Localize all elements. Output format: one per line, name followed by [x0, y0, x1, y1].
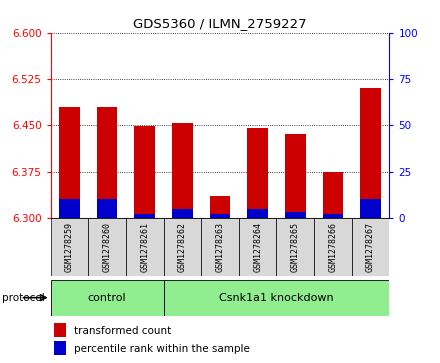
Text: GSM1278262: GSM1278262 [178, 222, 187, 272]
Text: GSM1278267: GSM1278267 [366, 222, 375, 272]
Bar [247, 128, 268, 218]
Bar [126, 218, 164, 276]
Text: transformed count: transformed count [74, 326, 172, 336]
Bar [54, 323, 66, 338]
Bar [172, 123, 193, 218]
Text: GSM1278265: GSM1278265 [291, 222, 300, 272]
Text: Csnk1a1 knockdown: Csnk1a1 knockdown [219, 293, 334, 303]
Bar [134, 126, 155, 218]
Title: GDS5360 / ILMN_2759227: GDS5360 / ILMN_2759227 [133, 17, 307, 30]
Bar [239, 218, 276, 276]
Text: GSM1278259: GSM1278259 [65, 222, 74, 272]
Bar [360, 199, 381, 218]
Bar [352, 218, 389, 276]
Bar [323, 172, 343, 218]
Bar [164, 280, 389, 316]
Bar [54, 341, 66, 355]
Bar [51, 280, 164, 316]
Bar [97, 199, 117, 218]
Text: control: control [88, 293, 126, 303]
Bar [59, 107, 80, 218]
Bar [209, 214, 231, 218]
Text: GSM1278266: GSM1278266 [328, 222, 337, 272]
Bar [201, 218, 239, 276]
Text: GSM1278261: GSM1278261 [140, 222, 149, 272]
Bar [209, 196, 231, 218]
Bar [88, 218, 126, 276]
Bar [172, 209, 193, 218]
Bar [164, 218, 201, 276]
Bar [276, 218, 314, 276]
Bar [314, 218, 352, 276]
Text: protocol: protocol [2, 293, 45, 303]
Bar [134, 214, 155, 218]
Bar [97, 107, 117, 218]
Bar [323, 214, 343, 218]
Text: GSM1278260: GSM1278260 [103, 222, 112, 272]
Bar [360, 88, 381, 218]
Bar [59, 199, 80, 218]
Bar [247, 209, 268, 218]
Text: GSM1278264: GSM1278264 [253, 222, 262, 272]
Bar [51, 218, 88, 276]
Text: percentile rank within the sample: percentile rank within the sample [74, 344, 250, 354]
Text: GSM1278263: GSM1278263 [216, 222, 224, 272]
Bar [285, 135, 306, 218]
Bar [285, 212, 306, 218]
